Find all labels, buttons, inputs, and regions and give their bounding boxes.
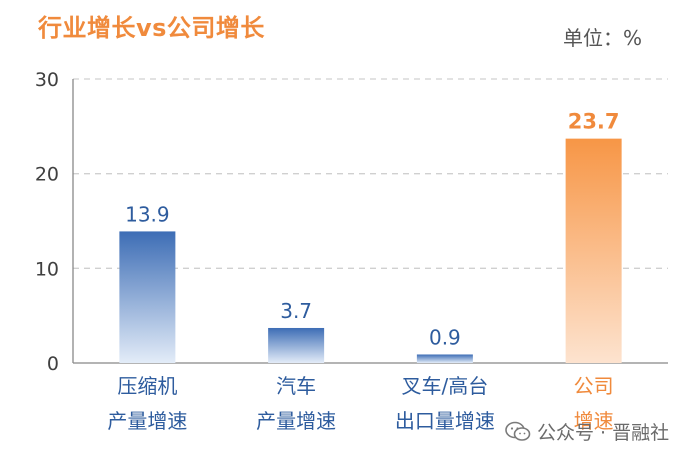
y-tick-label: 10 — [35, 258, 59, 280]
x-tick-label: 压缩机 — [117, 374, 177, 398]
bar — [268, 327, 325, 363]
watermark: 公众号 · 晋融社 — [505, 418, 669, 445]
data-label: 3.7 — [280, 299, 312, 323]
x-tick-label: 叉车/高台 — [402, 374, 489, 398]
x-tick-label: 公司 — [574, 374, 614, 398]
unit-label: 单位：% — [562, 26, 642, 50]
x-tick-label: 汽车 — [276, 374, 316, 398]
data-label: 23.7 — [568, 110, 620, 134]
bar — [416, 354, 473, 363]
x-tick-label: 出口量增速 — [395, 409, 495, 433]
watermark-text: 公众号 · 晋融社 — [537, 422, 670, 444]
y-tick-label: 20 — [35, 164, 59, 186]
x-tick-label: 增速 — [574, 409, 614, 433]
bar — [565, 138, 622, 363]
y-tick-label: 0 — [47, 353, 59, 375]
data-label: 0.9 — [429, 325, 461, 349]
chart-title: 行业增长vs公司增长 — [38, 14, 265, 42]
y-tick-label: 30 — [35, 69, 59, 91]
x-tick-label: 产量增速 — [107, 409, 187, 433]
bar — [119, 231, 176, 363]
data-label: 13.9 — [125, 202, 170, 226]
wechat-icon — [505, 421, 531, 443]
x-tick-label: 产量增速 — [256, 409, 336, 433]
